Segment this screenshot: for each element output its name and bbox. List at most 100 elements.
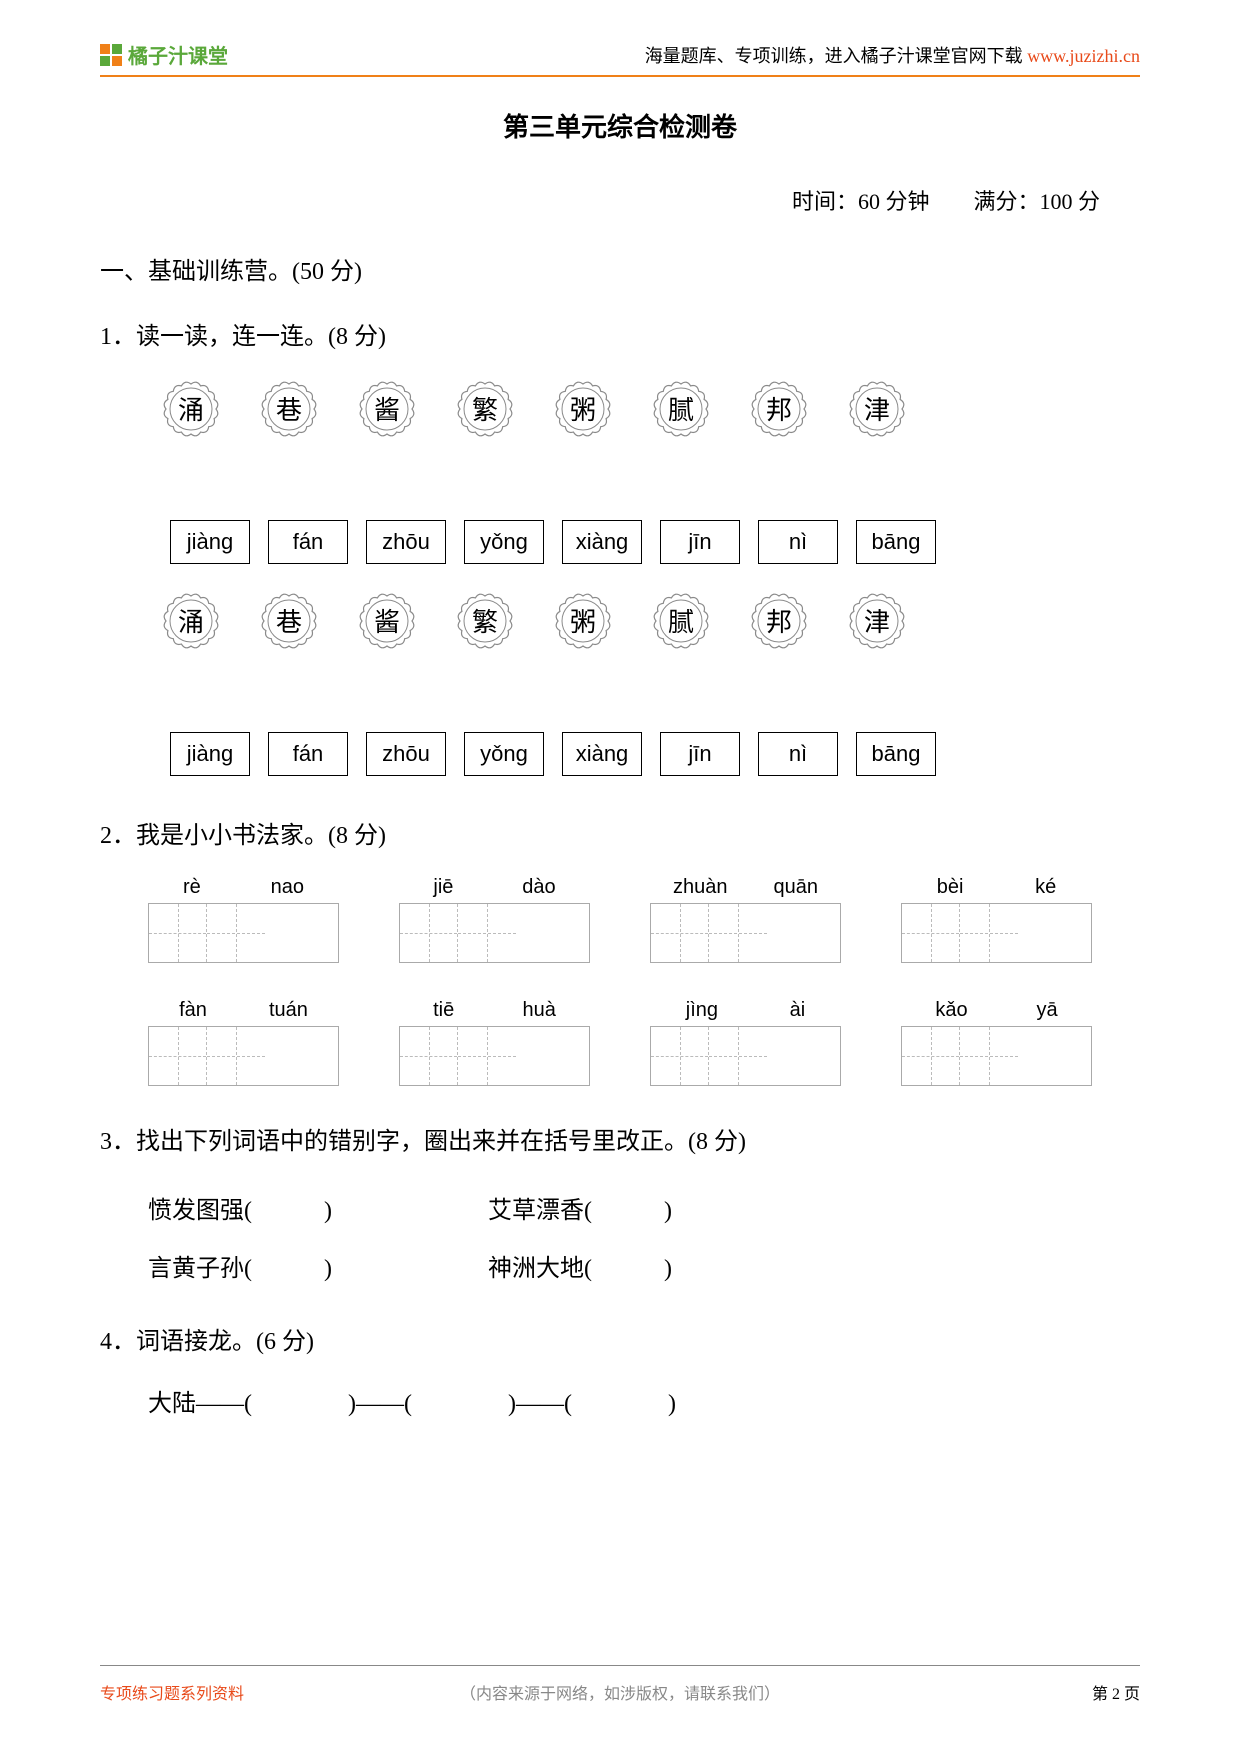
char-badge-text: 酱 xyxy=(374,602,400,639)
char-badge: 津 xyxy=(846,590,908,652)
char-badge-text: 腻 xyxy=(668,390,694,427)
footer-right-pre: 第 xyxy=(1092,1686,1112,1703)
header-right-pre: 海量题库、专项训练，进入橘子汁课堂官网下载 xyxy=(645,46,1028,66)
q1-pinyin-row-2: jiàngfánzhōuyǒngxiàngjīnnìbāng xyxy=(100,732,1140,776)
writing-pinyin: rè nao xyxy=(148,876,339,899)
question-2: 2．我是小小书法家。(8 分) xyxy=(100,816,1140,857)
pinyin-box: bāng xyxy=(856,732,936,776)
logo-text: 橘子汁课堂 xyxy=(128,40,228,69)
pinyin-box: xiàng xyxy=(562,520,642,564)
question-3: 3．找出下列词语中的错别字，圈出来并在括号里改正。(8 分) xyxy=(100,1122,1140,1163)
q1-pinyin-row-1: jiàngfánzhōuyǒngxiàngjīnnìbāng xyxy=(100,520,1140,564)
tianzi-cell xyxy=(902,1027,960,1085)
pinyin-box: zhōu xyxy=(366,732,446,776)
char-badge-text: 涌 xyxy=(178,602,204,639)
pinyin-syllable: ài xyxy=(790,999,806,1022)
pinyin-box: xiàng xyxy=(562,732,642,776)
char-badge: 酱 xyxy=(356,590,418,652)
q3-cell: 愤发图强( ) xyxy=(148,1183,488,1241)
char-badge: 酱 xyxy=(356,378,418,440)
tianzi-cell xyxy=(709,904,767,962)
char-badge: 腻 xyxy=(650,590,712,652)
tianzi-cell xyxy=(458,1027,516,1085)
char-badge-text: 巷 xyxy=(276,390,302,427)
writing-pinyin: tiēhuà xyxy=(399,999,590,1022)
tianzi-cell xyxy=(149,1027,207,1085)
page-title: 第三单元综合检测卷 xyxy=(100,107,1140,144)
footer-right: 第 2 页 xyxy=(1092,1680,1140,1704)
q3-items: 愤发图强( ) 艾草漂香( ) 言黄子孙( ) 神洲大地( ) xyxy=(100,1183,1140,1298)
pinyin-box: jiàng xyxy=(170,520,250,564)
char-badge-text: 津 xyxy=(864,602,890,639)
tianzi-row xyxy=(399,1026,590,1086)
pinyin-syllable: tuán xyxy=(269,999,308,1022)
pinyin-syllable: jiē xyxy=(433,876,453,899)
char-badge-text: 邦 xyxy=(766,390,792,427)
pinyin-box: jīn xyxy=(660,520,740,564)
logo: 橘子汁课堂 xyxy=(100,40,228,69)
q3-row-2: 言黄子孙( ) 神洲大地( ) xyxy=(148,1241,1140,1299)
footer-left: 专项练习题系列资料 xyxy=(100,1680,244,1704)
writing-item: jiēdào xyxy=(399,876,590,963)
char-badge-text: 酱 xyxy=(374,390,400,427)
q3-row-1: 愤发图强( ) 艾草漂香( ) xyxy=(148,1183,1140,1241)
q1-char-row-1: 涌巷酱繁粥腻邦津 xyxy=(100,378,1140,440)
pinyin-syllable: ké xyxy=(1035,876,1056,899)
pinyin-syllable: yā xyxy=(1036,999,1057,1022)
tianzi-row xyxy=(399,903,590,963)
page-header: 橘子汁课堂 海量题库、专项训练，进入橘子汁课堂官网下载 www.juzizhi.… xyxy=(100,40,1140,77)
char-badge-text: 腻 xyxy=(668,602,694,639)
char-badge: 涌 xyxy=(160,590,222,652)
q3-cell: 言黄子孙( ) xyxy=(148,1241,488,1299)
pinyin-box: zhōu xyxy=(366,520,446,564)
tianzi-row xyxy=(148,1026,339,1086)
pinyin-box: jiàng xyxy=(170,732,250,776)
pinyin-syllable: fàn xyxy=(179,999,207,1022)
pinyin-syllable: nao xyxy=(271,876,304,899)
pinyin-box: yǒng xyxy=(464,520,544,564)
char-badge: 粥 xyxy=(552,590,614,652)
char-badge: 粥 xyxy=(552,378,614,440)
char-badge-text: 涌 xyxy=(178,390,204,427)
char-badge: 邦 xyxy=(748,378,810,440)
char-badge-text: 繁 xyxy=(472,602,498,639)
pinyin-box: bāng xyxy=(856,520,936,564)
char-badge-text: 津 xyxy=(864,390,890,427)
header-link-text: 海量题库、专项训练，进入橘子汁课堂官网下载 www.juzizhi.cn xyxy=(645,42,1140,68)
pinyin-syllable: bèi xyxy=(937,876,964,899)
tianzi-cell xyxy=(960,904,1018,962)
char-badge: 繁 xyxy=(454,378,516,440)
writing-item: zhuànquān xyxy=(650,876,841,963)
writing-item: fàn tuán xyxy=(148,999,339,1086)
char-badge: 腻 xyxy=(650,378,712,440)
pinyin-syllable: tiē xyxy=(433,999,454,1022)
q2-writing-grid: rè nao jiēdào zhuànquān bèi ké fàn tuán tiēhuà jì… xyxy=(100,876,1140,1086)
writing-pinyin: fàn tuán xyxy=(148,999,339,1022)
char-badge-text: 粥 xyxy=(570,390,596,427)
tianzi-row xyxy=(901,1026,1092,1086)
page-footer: 专项练习题系列资料 （内容来源于网络，如涉版权，请联系我们） 第 2 页 xyxy=(100,1665,1140,1704)
tianzi-cell xyxy=(902,904,960,962)
writing-pinyin: bèi ké xyxy=(901,876,1092,899)
pinyin-box: fán xyxy=(268,732,348,776)
pinyin-box: nì xyxy=(758,732,838,776)
pinyin-syllable: jìng xyxy=(686,999,718,1022)
header-right-url: www.juzizhi.cn xyxy=(1027,46,1140,66)
question-1: 1．读一读，连一连。(8 分) xyxy=(100,317,1140,358)
tianzi-cell xyxy=(149,904,207,962)
footer-mid: （内容来源于网络，如涉版权，请联系我们） xyxy=(460,1680,780,1704)
tianzi-cell xyxy=(207,1027,265,1085)
tianzi-row xyxy=(650,1026,841,1086)
tianzi-cell xyxy=(458,904,516,962)
tianzi-row xyxy=(148,903,339,963)
q1-char-row-2: 涌巷酱繁粥腻邦津 xyxy=(100,590,1140,652)
pinyin-syllable: rè xyxy=(183,876,201,899)
char-badge: 邦 xyxy=(748,590,810,652)
writing-item: rè nao xyxy=(148,876,339,963)
tianzi-cell xyxy=(651,904,709,962)
char-badge: 涌 xyxy=(160,378,222,440)
writing-pinyin: jiēdào xyxy=(399,876,590,899)
char-badge: 繁 xyxy=(454,590,516,652)
page-meta: 时间：60 分钟 满分：100 分 xyxy=(100,184,1140,216)
question-4: 4．词语接龙。(6 分) xyxy=(100,1322,1140,1363)
